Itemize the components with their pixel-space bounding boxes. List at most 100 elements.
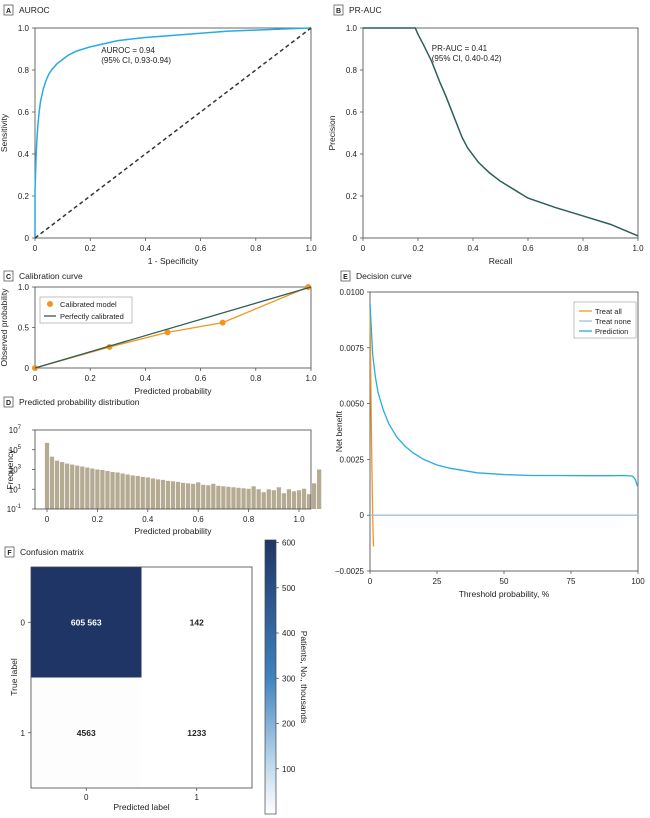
panel-c-legend-label: Perfectly calibrated (60, 312, 124, 321)
panel-f-colorbar-tick-label: 300 (282, 674, 296, 683)
panel-e-x-tick-label: 100 (631, 577, 645, 586)
panel-a-plot-frame (34, 27, 312, 239)
panel-f-colorbar-label: Patients, No., thousands (299, 631, 309, 724)
panel-b-x-tick-label: 1.0 (632, 244, 644, 253)
panel-c-legend-marker-calibrated (47, 301, 53, 307)
panel-c-y-tick-label: 0 (25, 364, 30, 373)
panel-e-y-tick-label: 0 (360, 511, 365, 520)
panel-d-histogram-bar (170, 481, 176, 509)
panel-d-histogram-bar (246, 488, 251, 509)
panel-b-panel-badge (333, 4, 344, 16)
panel-c-header: C Calibration curve (3, 270, 83, 282)
panel-b-plot-frame (362, 27, 639, 239)
panel-b-x-tick-label: 0 (361, 244, 366, 253)
panel-d-histogram-bar (70, 464, 75, 509)
panel-f-cell-value: 605 563 (71, 617, 102, 627)
panel-c-legend: Calibrated model Perfectly calibrated (39, 296, 133, 324)
panel-b-series-line-0 (363, 27, 639, 237)
panel-d-histogram-bar (236, 487, 241, 509)
panel-d-histogram-bar (301, 488, 307, 509)
panel-c-data-point (164, 329, 171, 336)
panel-d-title: Predicted probability distribution (19, 397, 140, 407)
panel-d-histogram-bar (191, 483, 196, 509)
panel-c-x-tick-label: 0.2 (85, 374, 97, 383)
panel-d-histogram-bar (312, 483, 317, 509)
panel-f: 605 563 142 4563 1233 0 1 0 1 Predicted label Tru… (9, 539, 309, 815)
panel-a-y-tick-label: 0.4 (18, 150, 30, 159)
panel-d-x-tick-label: 0 (45, 515, 50, 524)
panel-f-matrix-cell (31, 677, 142, 788)
panel-b-y-axis-label: Precision (327, 115, 337, 150)
panel-f-title: Confusion matrix (20, 547, 85, 557)
panel-d-histogram-bar (306, 494, 312, 509)
panel-b-y-tick-label: 0.4 (346, 150, 358, 159)
panel-a-y-tick-label: 1.0 (18, 24, 30, 33)
panel-b-annotation-line-2: (95% CI, 0.40-0.42) (432, 54, 502, 63)
panel-d-histogram-bar (175, 481, 181, 509)
panel-d-histogram-bar (226, 486, 231, 509)
panel-d-histogram-bar (95, 469, 100, 509)
panel-f-panel-badge (4, 546, 15, 558)
panel-d-histogram-bar (160, 479, 166, 509)
panel-d-y-axis-label: Frequency (5, 449, 15, 490)
panel-e: 0 25 50 75 1000.01000.00750.00500.00250−0.00… (334, 288, 645, 599)
panel-c-data-point (219, 319, 226, 326)
panel-a-y-tick-label: 0 (25, 234, 30, 243)
panel-d-histogram-bar (216, 485, 221, 509)
panel-d-histogram-bar (155, 479, 160, 509)
panel-d-y-tick-label: 105 (9, 445, 22, 455)
panel-d-histogram-bar (281, 493, 286, 509)
panel-f-colorbar-tick-label: 200 (282, 720, 296, 729)
panel-a-panel-letter: A (6, 8, 11, 15)
panel-b-y-tick-label: 0.8 (346, 66, 358, 75)
panel-e-y-tick-label: 0.0100 (340, 288, 365, 297)
panel-a-x-tick-label: 0.8 (250, 244, 262, 253)
panel-d-histogram-bar (221, 486, 226, 509)
panel-c-x-tick-label: 1.0 (305, 374, 317, 383)
panel-e-series-line-0 (369, 303, 375, 547)
panel-d-histogram-bar (186, 483, 191, 509)
panel-a-y-axis-label: Sensitivity (0, 113, 9, 152)
panel-d-histogram-bar (54, 460, 60, 509)
panel-d-y-tick-exponent: -1 (16, 504, 22, 510)
panel-d-y-tick-label: 10-1 (7, 504, 22, 514)
panel-e-panel-letter: E (343, 274, 348, 281)
panel-e-y-tick-label: −0.0025 (335, 567, 365, 576)
panel-a-x-tick-label: 0 (33, 244, 38, 253)
panel-a-y-tick-label: 0.2 (18, 192, 30, 201)
panel-e-y-tick-label: 0.0025 (340, 455, 365, 464)
panel-d-histogram-bar (85, 467, 90, 509)
panel-e-y-tick-label: 0.0050 (340, 400, 365, 409)
panel-d-histogram-bar (80, 466, 85, 509)
panel-d-x-tick-label: 0.8 (243, 515, 255, 524)
panel-d-histogram-bar (100, 469, 105, 509)
panel-d-histogram-bar (130, 475, 135, 509)
panel-b-header: B PR-AUC (333, 4, 382, 16)
panel-d-y-tick-exponent: 5 (18, 445, 22, 451)
panel-d-x-tick-label: 1.0 (293, 515, 305, 524)
panel-d-histogram-bar (241, 488, 246, 509)
panel-a-x-tick-label: 0.2 (85, 244, 97, 253)
panel-f-colorbar (264, 539, 277, 815)
panel-d-histogram-bar (90, 468, 95, 509)
panel-c-y-tick-label: 0.5 (18, 324, 30, 333)
panel-d-histogram-bar (201, 484, 206, 509)
panel-a-panel-badge (3, 4, 14, 16)
panel-f-x-tick-label: 1 (195, 793, 200, 802)
panel-c-panel-letter: C (6, 274, 11, 281)
panel-d-panel-badge (3, 396, 14, 408)
panel-d-histogram-bar (271, 490, 276, 509)
panel-e-x-axis-label: Threshold probability, % (459, 589, 550, 599)
panel-d-histogram-bar (180, 482, 186, 509)
panel-e-x-tick-label: 0 (368, 577, 373, 586)
panel-c-x-tick-label: 0.8 (250, 374, 262, 383)
panel-d-histogram-bar (75, 465, 80, 509)
panel-a-title: AUROC (19, 5, 50, 15)
panel-f-y-tick-label: 0 (21, 618, 26, 627)
panel-c-title: Calibration curve (19, 271, 83, 281)
panel-d-histogram-bar (60, 462, 65, 509)
panel-d-histogram-bar (291, 491, 297, 509)
panel-e-legend-label: Treat none (595, 317, 631, 326)
